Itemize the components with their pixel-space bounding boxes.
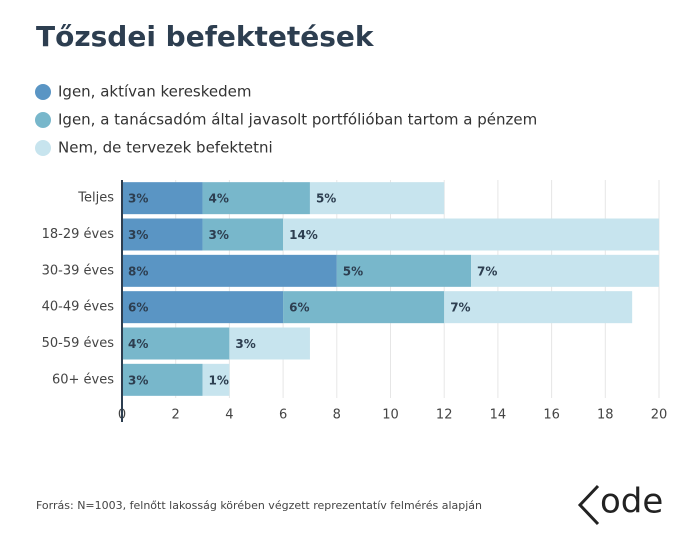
- y-tick-label: 60+ éves: [52, 372, 114, 387]
- bar-segment: [122, 254, 337, 287]
- source-note: Forrás: N=1003, felnőtt lakosság körében…: [36, 499, 482, 512]
- legend-label: Igen, aktívan kereskedem: [58, 83, 252, 101]
- x-tick-label: 20: [651, 408, 668, 423]
- value-label: 3%: [128, 192, 148, 206]
- legend-label: Nem, de tervezek befektetni: [58, 139, 273, 157]
- bar-segment: [283, 218, 659, 251]
- bar-segment: [471, 254, 659, 287]
- value-label: 1%: [209, 373, 229, 387]
- x-tick-label: 2: [172, 408, 180, 423]
- x-tick-label: 10: [382, 408, 399, 423]
- x-tick-label: 18: [597, 408, 614, 423]
- logo: ode: [577, 482, 663, 526]
- x-tick-label: 8: [333, 408, 341, 423]
- logo-mark: [577, 484, 600, 526]
- value-label: 3%: [235, 337, 255, 351]
- bar-segment: [283, 291, 445, 324]
- x-tick-label: 14: [490, 408, 507, 423]
- chart-title: Tőzsdei befektetések: [36, 20, 375, 53]
- value-label: 8%: [128, 264, 148, 278]
- x-tick-label: 12: [436, 408, 453, 423]
- bar-segment: [444, 291, 633, 324]
- x-tick-label: 4: [225, 408, 233, 423]
- value-label: 6%: [289, 301, 309, 315]
- y-tick-label: 40-49 éves: [42, 300, 115, 315]
- value-label: 3%: [209, 228, 229, 242]
- value-label: 3%: [128, 373, 148, 387]
- logo-text: ode: [600, 482, 663, 522]
- y-tick-label: 30-39 éves: [42, 263, 115, 278]
- value-label: 4%: [128, 337, 148, 351]
- bar-segment: [122, 218, 203, 251]
- bar-segment: [229, 327, 310, 360]
- legend-swatch: [35, 140, 51, 156]
- x-tick-label: 16: [543, 408, 560, 423]
- value-label: 7%: [450, 301, 470, 315]
- y-tick-label: Teljes: [77, 191, 114, 206]
- y-tick-label: 18-29 éves: [42, 227, 115, 242]
- x-tick-label: 6: [279, 408, 287, 423]
- bar-segment: [202, 218, 284, 251]
- value-label: 7%: [477, 264, 497, 278]
- bar-segment: [202, 182, 310, 215]
- bar-segment: [336, 254, 472, 287]
- bar-segment: [122, 327, 230, 360]
- bar-segment: [122, 291, 284, 324]
- value-label: 6%: [128, 301, 148, 315]
- bar-segment: [309, 182, 445, 215]
- value-label: 5%: [343, 264, 363, 278]
- legend-swatch: [35, 84, 51, 100]
- y-tick-label: 50-59 éves: [42, 336, 115, 351]
- bar-segment: [202, 363, 230, 396]
- bar-segment: [122, 182, 203, 215]
- value-label: 3%: [128, 228, 148, 242]
- legend-label: Igen, a tanácsadóm által javasolt portfó…: [58, 111, 537, 129]
- bar-segment: [122, 363, 203, 396]
- legend-swatch: [35, 112, 51, 128]
- value-label: 14%: [289, 228, 318, 242]
- value-label: 4%: [209, 192, 229, 206]
- value-label: 5%: [316, 192, 336, 206]
